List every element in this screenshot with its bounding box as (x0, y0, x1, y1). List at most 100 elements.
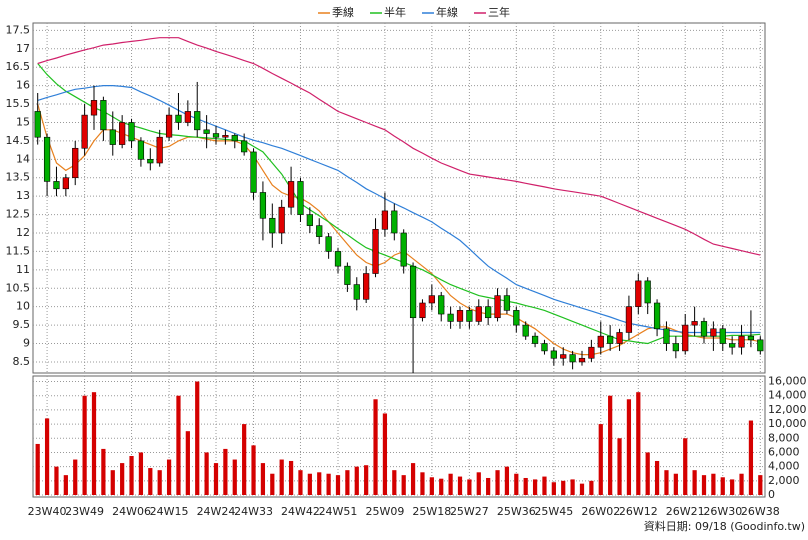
candle-body (653, 302, 661, 330)
candle-body (719, 328, 726, 344)
volume-bar (288, 460, 294, 495)
candle-body (90, 100, 98, 116)
volume-bar (589, 480, 594, 495)
x-tick-label: 25W27 (450, 505, 489, 518)
candle-body (119, 122, 126, 145)
candle-body (100, 100, 107, 131)
candle-body (128, 122, 135, 142)
volume-bar (373, 399, 378, 495)
candle-body (137, 140, 145, 160)
volume-bar (54, 466, 59, 495)
volume-bar (364, 465, 369, 495)
candle-body (569, 354, 576, 363)
ma-line (37, 63, 761, 345)
volume-bar (626, 399, 632, 495)
volume-bar (326, 473, 331, 495)
x-tick-label: 24W15 (150, 505, 189, 518)
y-tick-label: 14 (16, 152, 30, 165)
volume-bar (748, 420, 754, 495)
candle-body (447, 313, 454, 322)
candle-body (494, 295, 501, 319)
volume-bar (82, 395, 87, 495)
candle-body (700, 321, 708, 337)
volume-bar (486, 477, 491, 495)
candle-body (691, 321, 698, 326)
candle-body (541, 343, 548, 352)
y-tick-label: 12.5 (6, 208, 31, 221)
volume-bar (354, 466, 359, 495)
candle-body (635, 280, 642, 307)
candle-body (738, 335, 745, 348)
candle-body (334, 251, 342, 267)
x-tick-label: 24W42 (281, 505, 320, 518)
y-tick-label: 11.5 (6, 244, 31, 257)
y-tick-label: 17.5 (6, 23, 31, 36)
candle-body (438, 295, 445, 315)
volume-bar (382, 413, 388, 495)
candle-body (297, 181, 304, 215)
volume-bar (758, 475, 763, 495)
ma-line (37, 37, 761, 256)
candle-body (381, 210, 389, 230)
candle-body (194, 111, 201, 131)
candle-body (419, 302, 426, 319)
candle-body (344, 265, 351, 285)
candle-body (222, 135, 229, 138)
volume-bar (711, 473, 716, 495)
volume-bar (335, 475, 341, 495)
volume-bar (401, 475, 406, 495)
volume-bar (739, 473, 744, 495)
volume-bar (392, 470, 397, 495)
candle-body (147, 159, 154, 164)
x-tick-label: 26W12 (619, 505, 658, 518)
candle-body (316, 225, 323, 237)
volume-bar (673, 473, 678, 495)
candle-body (757, 339, 764, 352)
volume-bar (204, 452, 209, 495)
legend-label: 季線 (332, 5, 354, 19)
x-tick-label: 25W09 (365, 505, 404, 518)
candle-body (43, 136, 51, 182)
volume-tick-label: 12,000 (768, 403, 807, 416)
volume-bar (448, 473, 453, 495)
candle-body (578, 357, 586, 363)
volume-bar (439, 478, 444, 495)
candle-body (672, 343, 679, 352)
x-tick-label: 23W49 (65, 505, 104, 518)
y-tick-label: 9.5 (13, 318, 31, 331)
y-tick-label: 11 (16, 263, 30, 276)
y-tick-label: 14.5 (6, 134, 31, 147)
volume-bar (176, 395, 181, 495)
volume-bar (63, 475, 68, 495)
volume-tick-label: 14,000 (768, 389, 807, 402)
volume-bar (561, 480, 566, 495)
x-tick-label: 26W38 (741, 505, 780, 518)
x-tick-label: 26W30 (703, 505, 742, 518)
volume-bar (645, 452, 650, 495)
candle-body (513, 310, 520, 326)
volume-bar (110, 470, 115, 495)
y-tick-label: 16.5 (6, 60, 31, 73)
volume-bar (44, 418, 50, 495)
volume-tick-label: 0 (768, 488, 775, 501)
volume-bar (298, 470, 303, 495)
candle-body (550, 350, 557, 359)
volume-bar (410, 463, 416, 495)
x-tick-label: 24W24 (197, 505, 236, 518)
y-tick-label: 10 (16, 300, 30, 313)
candle-body (259, 192, 267, 219)
ma-line (37, 85, 761, 334)
candle-body (156, 136, 163, 164)
y-tick-label: 10.5 (6, 281, 31, 294)
candle-body (184, 111, 191, 123)
x-tick-label: 26W02 (581, 505, 620, 518)
volume-bar (683, 438, 688, 495)
candle-body (175, 114, 182, 123)
candle-body (306, 214, 313, 226)
volume-bar (307, 473, 312, 495)
volume-bar (701, 475, 707, 495)
volume-bar (120, 463, 125, 495)
x-tick-label: 26W21 (666, 505, 705, 518)
volume-bar (148, 468, 153, 495)
